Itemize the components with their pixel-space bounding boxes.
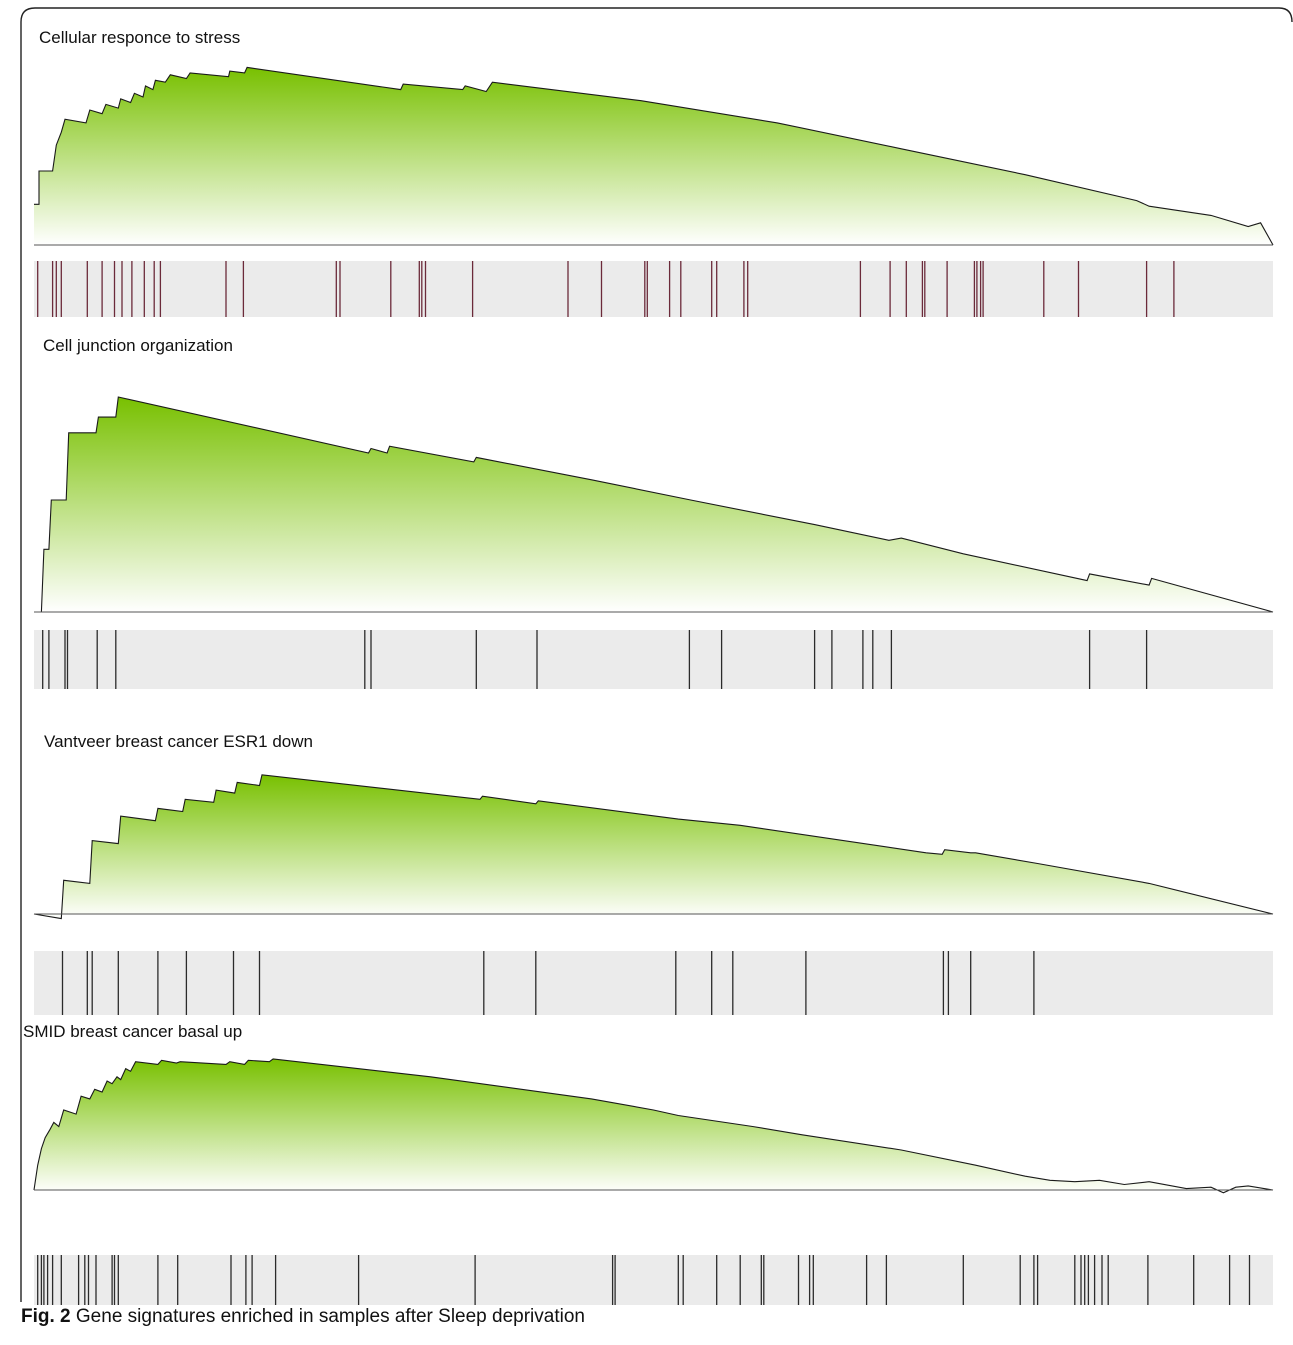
enrichment-score-line	[34, 396, 1274, 613]
panel-title-smid: SMID breast cancer basal up	[23, 1022, 243, 1041]
enrichment-score-line	[33, 1058, 1274, 1194]
caption-text: Gene signatures enriched in samples afte…	[75, 1306, 585, 1327]
caption-label: Fig. 2	[21, 1306, 71, 1327]
barcode-background	[34, 951, 1273, 1015]
enrichment-panel-3	[33, 774, 1274, 1015]
enrichment-panel-4	[33, 1058, 1274, 1305]
enrichment-panel-2	[34, 396, 1274, 689]
barcode-background	[34, 1255, 1273, 1305]
panel-title-cell-junction: Cell junction organization	[43, 336, 233, 355]
barcode-background	[34, 630, 1273, 689]
enrichment-area-fill	[34, 397, 1273, 612]
enrichment-area-fill	[34, 1058, 1273, 1193]
enrichment-score-line	[33, 774, 1274, 920]
enrichment-area-fill	[34, 774, 1273, 919]
figure-caption: Fig. 2 Gene signatures enriched in sampl…	[21, 1306, 585, 1328]
enrichment-area-fill	[34, 67, 1273, 246]
panel-title-cellular-stress: Cellular responce to stress	[39, 28, 241, 47]
barcode-background	[34, 261, 1273, 317]
figure-border	[20, 7, 1293, 1302]
enrichment-panel-1	[34, 66, 1274, 317]
panel-title-vantveer: Vantveer breast cancer ESR1 down	[44, 732, 313, 751]
enrichment-score-line	[34, 66, 1274, 246]
